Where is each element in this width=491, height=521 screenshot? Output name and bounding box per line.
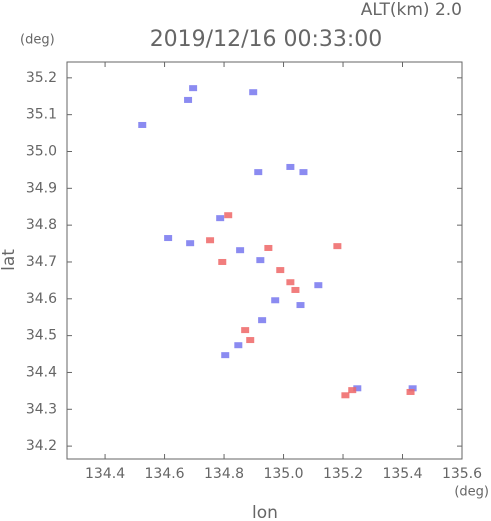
y-tick-label: 35.0: [26, 143, 57, 159]
echo-point: [264, 244, 273, 251]
x-unit: (deg): [454, 485, 489, 500]
echo-point: [216, 215, 225, 222]
echo-point: [184, 96, 193, 103]
echo-point: [138, 121, 147, 128]
x-tick-label: 135.6: [442, 466, 482, 482]
y-tick-label: 35.2: [26, 70, 57, 86]
echo-point: [271, 297, 280, 304]
x-tick-label: 135.4: [382, 466, 422, 482]
y-unit: (deg): [20, 33, 55, 48]
y-tick-label: 34.3: [26, 401, 57, 417]
echo-point: [206, 237, 215, 244]
y-tick-label: 34.5: [26, 328, 57, 344]
echo-point: [164, 235, 173, 242]
y-tick-label: 34.2: [26, 438, 57, 454]
plot-frame: [66, 61, 463, 460]
echo-point: [348, 387, 357, 394]
echo-point: [258, 317, 267, 324]
x-tick-label: 134.8: [204, 466, 244, 482]
echo-point: [333, 243, 342, 250]
y-tick-label: 35.1: [26, 107, 57, 123]
echo-point: [408, 385, 417, 392]
echo-point: [221, 352, 230, 359]
echo-point: [341, 392, 350, 399]
echo-point: [276, 267, 285, 274]
echo-point: [186, 240, 195, 247]
echo-point: [189, 85, 198, 92]
x-tick-label: 135.0: [263, 466, 303, 482]
subtitle: ALT(km) 2.0: [361, 0, 462, 20]
x-tick-label: 134.6: [145, 466, 185, 482]
echo-point: [286, 279, 295, 286]
echo-point: [234, 342, 243, 349]
x-axis-label: lon: [252, 503, 278, 521]
y-tick-label: 34.9: [26, 180, 57, 196]
echo-point: [296, 302, 305, 309]
y-tick-label: 34.4: [26, 364, 57, 380]
y-tick-label: 34.6: [26, 291, 57, 307]
echo-point: [256, 257, 265, 264]
y-axis-label: lat: [0, 249, 19, 271]
echo-point: [218, 258, 227, 265]
y-tick-label: 34.8: [26, 217, 57, 233]
echo-point: [249, 89, 258, 96]
y-tick-label: 34.7: [26, 254, 57, 270]
echo-point: [406, 388, 415, 395]
echo-point: [254, 169, 263, 176]
echo-point: [353, 385, 362, 392]
echo-point: [241, 327, 250, 334]
echo-point: [236, 247, 245, 254]
echo-point: [246, 337, 255, 344]
echo-point: [224, 212, 233, 219]
echo-point: [291, 286, 300, 293]
echo-point: [286, 163, 295, 170]
echo-point: [314, 282, 323, 289]
x-tick-label: 134.4: [85, 466, 125, 482]
chart-title: 2019/12/16 00:33:00: [150, 27, 383, 52]
echo-point: [299, 169, 308, 176]
x-tick-label: 135.2: [323, 466, 363, 482]
